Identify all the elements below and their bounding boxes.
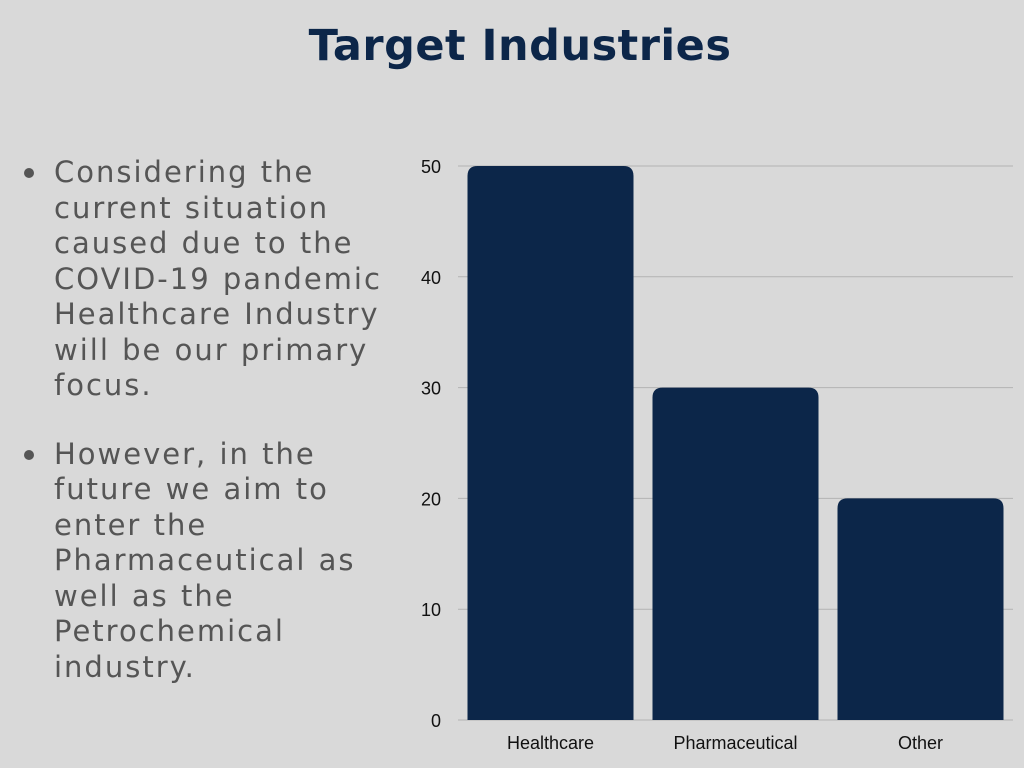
bar-healthcare [467, 166, 634, 720]
x-axis-categories: Healthcare Pharmaceutical Other [507, 733, 943, 753]
bullet-list: Considering the current situation caused… [20, 155, 400, 685]
bullet-dot-icon [24, 168, 34, 178]
page-title: Target Industries [308, 21, 732, 71]
y-tick-label: 50 [421, 157, 441, 177]
bullet-dot-icon [24, 449, 34, 460]
y-tick-label: 40 [421, 268, 441, 288]
x-category-label: Pharmaceutical [673, 733, 797, 753]
bullet-text: However, in the future we aim to enter t… [54, 436, 356, 684]
chart-bars [467, 166, 1004, 720]
y-tick-label: 10 [421, 600, 441, 620]
bullet-item: However, in the future we aim to enter t… [20, 437, 400, 686]
bullet-item: Considering the current situation caused… [20, 155, 400, 404]
y-tick-label: 0 [431, 711, 441, 731]
x-category-label: Healthcare [507, 733, 594, 753]
y-tick-label: 20 [421, 489, 441, 509]
bar-other [837, 498, 1004, 720]
x-category-label: Other [898, 733, 943, 753]
bar-pharmaceutical [652, 387, 819, 720]
bullet-text: Considering the current situation caused… [54, 155, 382, 402]
y-tick-label: 30 [421, 379, 441, 399]
y-axis-ticks: 0 10 20 30 40 50 [421, 157, 441, 731]
